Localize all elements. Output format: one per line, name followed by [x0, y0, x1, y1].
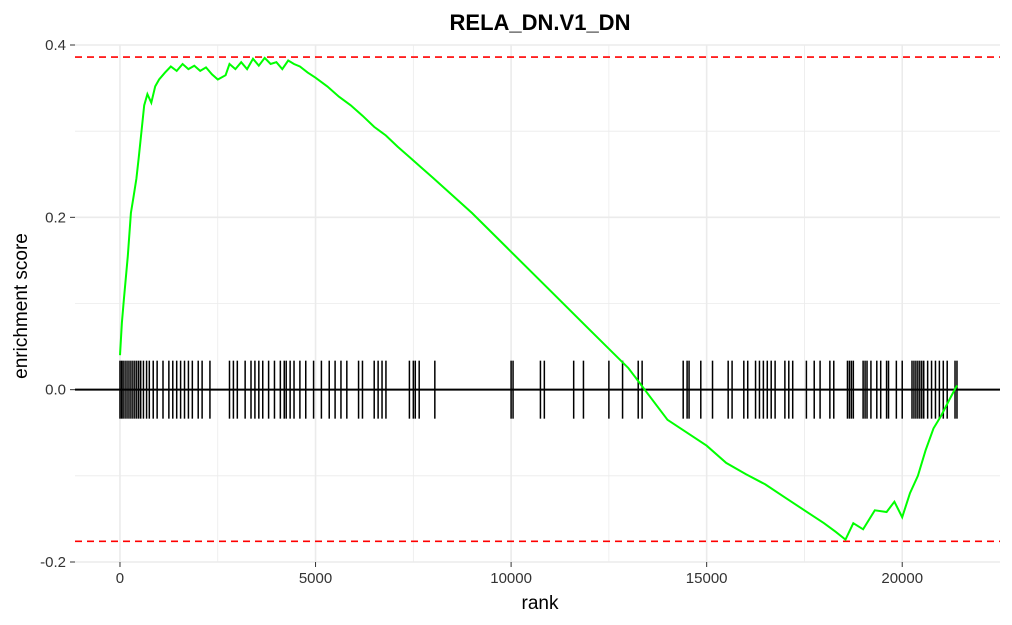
minor-gridlines — [75, 45, 1000, 562]
x-tick-label: 15000 — [686, 570, 728, 587]
x-tick-label: 10000 — [490, 570, 532, 587]
chart-title: RELA_DN.V1_DN — [450, 10, 631, 35]
y-tick-label: 0.0 — [45, 382, 66, 399]
y-axis-ticks: -0.2 0.0 0.2 0.4 — [40, 37, 75, 571]
x-axis-title: rank — [522, 593, 559, 614]
enrichment-score-curve — [119, 56, 958, 542]
x-tick-label: 20000 — [881, 570, 923, 587]
y-axis-title: enrichment score — [11, 233, 32, 379]
y-tick-label: 0.2 — [45, 209, 66, 226]
x-tick-label: 0 — [116, 570, 124, 587]
y-tick-label: 0.4 — [45, 37, 66, 54]
y-tick-label: -0.2 — [40, 554, 66, 571]
x-tick-label: 5000 — [299, 570, 332, 587]
x-axis-ticks: 0 5000 10000 15000 20000 — [116, 562, 923, 587]
